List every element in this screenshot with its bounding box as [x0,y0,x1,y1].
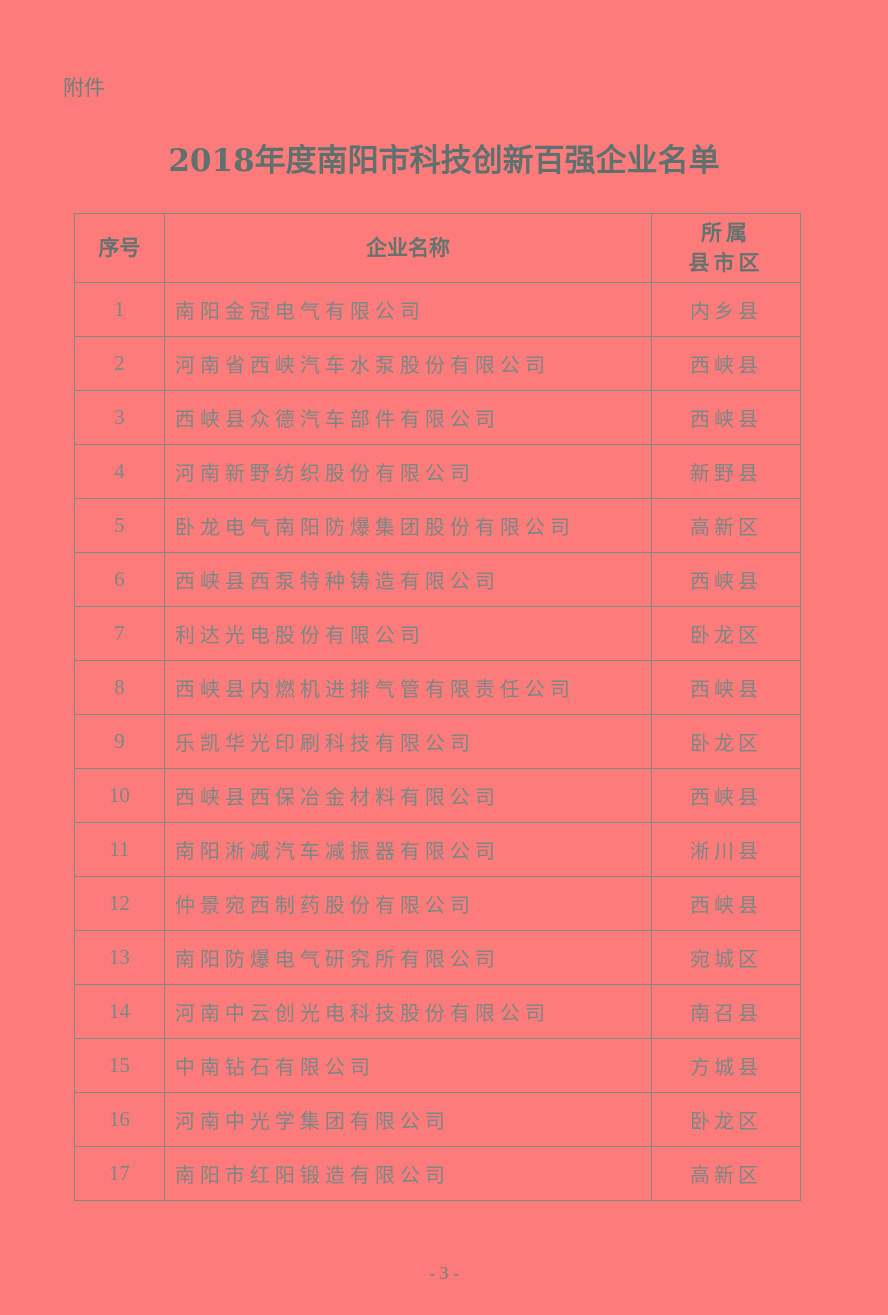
page-number: - 3 - [429,1263,459,1283]
row-region: 卧龙区 [651,1092,801,1147]
row-no: 2 [74,336,165,391]
header-region-line1: 所属 [701,221,752,245]
row-region: 高新区 [651,1146,801,1201]
row-region: 宛城区 [651,930,801,985]
row-no: 13 [74,930,165,985]
row-region: 西峡县 [651,660,801,715]
row-no: 11 [74,822,165,877]
row-name: 河南中光学集团有限公司 [163,1092,653,1147]
table-row: 16 河南中光学集团有限公司 卧龙区 [74,1092,801,1147]
table-row: 2 河南省西峡汽车水泵股份有限公司 西峡县 [74,336,801,391]
row-region: 西峡县 [651,390,801,445]
row-no: 3 [74,390,165,445]
header-name: 企业名称 [163,213,653,283]
row-region: 内乡县 [651,282,801,337]
table-row: 8 西峡县内燃机进排气管有限责任公司 西峡县 [74,660,801,715]
table-row: 10 西峡县西保冶金材料有限公司 西峡县 [74,768,801,823]
row-region: 西峡县 [651,768,801,823]
row-name: 南阳淅减汽车减振器有限公司 [163,822,653,877]
row-name: 河南新野纺织股份有限公司 [163,444,653,499]
header-region-line2: 县市区 [688,251,764,275]
row-region: 卧龙区 [651,714,801,769]
row-no: 15 [74,1038,165,1093]
table-row: 9 乐凯华光印刷科技有限公司 卧龙区 [74,714,801,769]
row-no: 17 [74,1146,165,1201]
row-region: 南召县 [651,984,801,1039]
row-no: 5 [74,498,165,553]
row-region: 西峡县 [651,876,801,931]
table-row: 12 仲景宛西制药股份有限公司 西峡县 [74,876,801,931]
row-region: 卧龙区 [651,606,801,661]
table-row: 15 中南钻石有限公司 方城县 [74,1038,801,1093]
table-row: 6 西峡县西泵特种铸造有限公司 西峡县 [74,552,801,607]
table-row: 5 卧龙电气南阳防爆集团股份有限公司 高新区 [74,498,801,553]
attachment-label: 附件 [63,76,105,100]
row-name: 西峡县众德汽车部件有限公司 [163,390,653,445]
row-no: 4 [74,444,165,499]
row-no: 1 [74,282,165,337]
document-title: 2018年度南阳市科技创新百强企业名单 [168,143,720,179]
row-region: 新野县 [651,444,801,499]
table-row: 14 河南中云创光电科技股份有限公司 南召县 [74,984,801,1039]
row-name: 卧龙电气南阳防爆集团股份有限公司 [163,498,653,553]
row-region: 西峡县 [651,336,801,391]
row-no: 6 [74,552,165,607]
table-row: 1 南阳金冠电气有限公司 内乡县 [74,282,801,337]
row-region: 西峡县 [651,552,801,607]
row-no: 7 [74,606,165,661]
header-no: 序号 [74,213,165,283]
row-name: 西峡县西保冶金材料有限公司 [163,768,653,823]
row-no: 12 [74,876,165,931]
row-region: 方城县 [651,1038,801,1093]
row-name: 河南中云创光电科技股份有限公司 [163,984,653,1039]
row-name: 南阳市红阳锻造有限公司 [163,1146,653,1201]
row-name: 仲景宛西制药股份有限公司 [163,876,653,931]
row-region: 淅川县 [651,822,801,877]
table-row: 4 河南新野纺织股份有限公司 新野县 [74,444,801,499]
row-name: 利达光电股份有限公司 [163,606,653,661]
table-row: 17 南阳市红阳锻造有限公司 高新区 [74,1146,801,1201]
table-row: 7 利达光电股份有限公司 卧龙区 [74,606,801,661]
row-no: 10 [74,768,165,823]
table-header-row: 序号 企业名称 所属县市区 [74,213,801,283]
row-name: 西峡县内燃机进排气管有限责任公司 [163,660,653,715]
row-name: 南阳防爆电气研究所有限公司 [163,930,653,985]
row-no: 14 [74,984,165,1039]
row-region: 高新区 [651,498,801,553]
row-name: 河南省西峡汽车水泵股份有限公司 [163,336,653,391]
table-row: 3 西峡县众德汽车部件有限公司 西峡县 [74,390,801,445]
row-name: 西峡县西泵特种铸造有限公司 [163,552,653,607]
row-no: 16 [74,1092,165,1147]
row-name: 乐凯华光印刷科技有限公司 [163,714,653,769]
enterprise-table: 序号 企业名称 所属 县市区 1 南阳金冠电气有限公司 内乡县 2 河南省西峡汽车水泵股份… [74,213,801,1201]
row-name: 南阳金冠电气有限公司 [163,282,653,337]
row-name: 中南钻石有限公司 [163,1038,653,1093]
row-no: 9 [74,714,165,769]
table-row: 13 南阳防爆电气研究所有限公司 宛城区 [74,930,801,985]
table-row: 11 南阳淅减汽车减振器有限公司 淅川县 [74,822,801,877]
header-region: 所属 县市区 [651,213,801,283]
row-no: 8 [74,660,165,715]
